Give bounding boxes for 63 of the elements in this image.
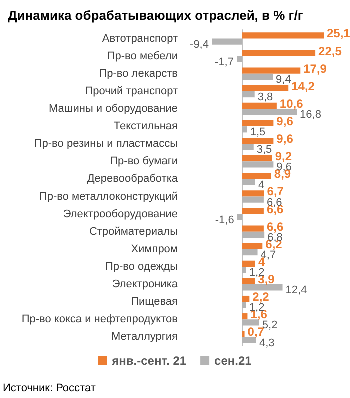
bar	[242, 156, 272, 162]
data-label: 1,5	[250, 126, 266, 139]
y-tick-label: Электроника	[112, 278, 179, 291]
bar	[242, 278, 256, 285]
bar	[242, 226, 264, 232]
data-label: 3,8	[258, 92, 274, 104]
bar	[242, 50, 316, 56]
data-label: 14,2	[292, 79, 316, 94]
data-label: 6,7	[267, 184, 284, 199]
bar	[242, 260, 256, 267]
text: Источник: Росстат	[3, 382, 96, 394]
y-tick-label: Автотранспорт	[102, 32, 178, 45]
y-tick-label: Электрооборудование	[63, 208, 178, 220]
bar	[242, 102, 277, 109]
data-label: -9,4	[190, 38, 209, 51]
bar	[242, 32, 324, 39]
legend-label: янв.-сент. 21	[112, 354, 187, 368]
data-label: 2,2	[252, 290, 270, 304]
data-label: 10,6	[280, 96, 304, 111]
bar	[242, 296, 250, 302]
data-label: 16,8	[300, 109, 322, 122]
y-tick-label: Прочий транспорт	[85, 85, 178, 98]
data-label: 25,1	[327, 26, 350, 41]
y-tick-label: Пищевая	[131, 296, 178, 308]
data-label: 4	[258, 179, 265, 192]
chart-title: Динамика обрабатывающих отраслей, в % г/г	[8, 8, 304, 23]
data-label: 5,2	[262, 320, 278, 332]
data-label: 9,2	[275, 150, 292, 164]
data-label: 6,6	[266, 220, 284, 234]
y-tick-label: Химпром	[131, 243, 178, 256]
bar	[242, 243, 263, 250]
y-tick-label: Пр-во мебели	[107, 50, 178, 62]
y-tick-label: Пр-во кокса и нефтепродуктов	[22, 314, 178, 326]
legend-label: сен.21	[214, 354, 252, 368]
data-label: -1,6	[215, 214, 234, 226]
data-label: 3,5	[256, 144, 272, 156]
bar	[242, 138, 274, 144]
y-tick-label: Металлургия	[111, 331, 178, 344]
y-tick-label: Пр-во одежды	[105, 261, 178, 273]
data-label: 4,3	[259, 337, 275, 350]
y-tick-label: Машины и оборудование	[49, 103, 178, 115]
y-tick-label: Стройматериалы	[89, 226, 178, 238]
y-tick-label: Пр-во лекарств	[99, 68, 178, 80]
bar	[242, 85, 289, 92]
y-tick-label: Пр-во резины и пластмассы	[34, 138, 178, 150]
data-label: 22,5	[318, 44, 342, 58]
bar	[242, 190, 264, 197]
y-tick-label: Пр-во металлоконструкций	[39, 190, 178, 203]
bar	[242, 208, 264, 214]
y-tick-label: Пр-во бумаги	[110, 156, 178, 168]
data-label: 9,6	[276, 132, 294, 146]
data-label: -1,7	[215, 56, 234, 68]
data-label: 9,6	[276, 114, 294, 128]
data-label: 9,4	[276, 74, 292, 86]
bar	[242, 120, 274, 127]
data-label: 12,4	[286, 284, 308, 297]
data-label: 17,9	[304, 62, 328, 76]
y-tick-label: Текстильная	[114, 120, 178, 133]
bar	[242, 173, 272, 180]
data-label: 0,7	[248, 325, 265, 340]
bar	[242, 314, 248, 320]
y-tick-label: Деревообработка	[87, 173, 179, 186]
bar	[242, 68, 301, 74]
